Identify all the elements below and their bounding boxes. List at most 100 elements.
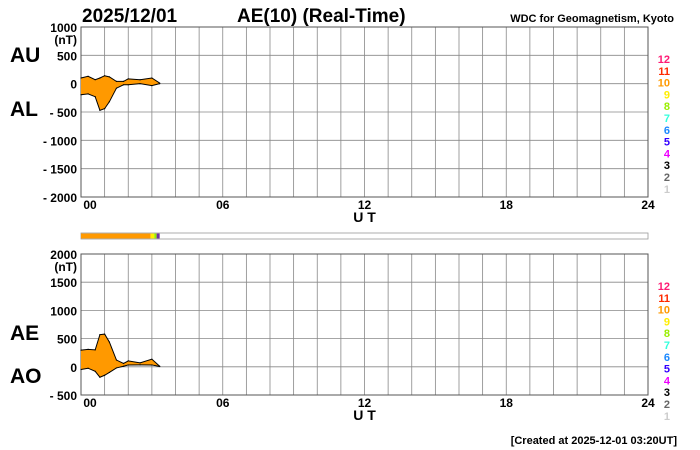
data-point-ao [94, 370, 96, 372]
data-point-au [108, 76, 110, 78]
plot-frame [80, 253, 649, 396]
legend-item-6: 6 [664, 352, 670, 364]
data-point-ae [108, 341, 110, 343]
data-point-al [87, 93, 89, 95]
legend-item-11: 11 [658, 293, 670, 305]
x-tick-label: 24 [641, 198, 655, 212]
y-tick-label: 500 [57, 333, 77, 347]
data-point-al [127, 84, 129, 86]
data-point-ao [127, 364, 129, 366]
series-line-al [80, 83, 160, 111]
x-axis-label: U T [353, 407, 376, 423]
legend-item-2: 2 [664, 399, 670, 411]
data-point-au [151, 77, 153, 79]
x-tick-label: 24 [641, 396, 655, 410]
x-tick-label: 06 [216, 396, 230, 410]
data-point-au [127, 78, 129, 80]
y-tick-label: 0 [70, 78, 77, 92]
data-point-ae [104, 333, 106, 335]
data-point-al [104, 108, 106, 110]
y-tick-label: - 1000 [43, 134, 77, 148]
legend-item-2: 2 [664, 172, 670, 184]
series-label-ae: AE [10, 322, 39, 345]
data-point-ae [151, 358, 153, 360]
data-point-al [115, 87, 118, 89]
data-point-ae [122, 362, 125, 365]
station-count-bar [80, 232, 649, 240]
series-line-au [80, 75, 160, 84]
data-point-au [104, 75, 106, 77]
data-point-al [122, 84, 125, 86]
y-tick-label: - 500 [50, 106, 78, 120]
chart-title: AE(10) (Real-Time) [237, 6, 406, 27]
legend-item-10: 10 [658, 78, 670, 90]
data-point-ae [139, 362, 141, 364]
area-fill [81, 75, 160, 111]
data-point-au [80, 77, 82, 79]
x-tick-label: 18 [500, 198, 514, 212]
area-fill [81, 334, 160, 378]
data-point-al [94, 96, 96, 98]
legend-item-12: 12 [658, 54, 670, 66]
data-point-ao [80, 368, 82, 371]
series-label-al: AL [10, 98, 38, 121]
data-point-au [94, 79, 96, 81]
data-point-ae [99, 334, 101, 336]
y-tick-label: - 2000 [43, 191, 77, 205]
data-point-ao [87, 367, 89, 369]
x-tick-label: 18 [500, 396, 514, 410]
data-point-al [108, 101, 110, 103]
data-point-ae [80, 349, 82, 351]
created-timestamp: [Created at 2025-12-01 03:20UT] [511, 435, 678, 447]
legend-item-7: 7 [664, 113, 670, 125]
legend-item-7: 7 [664, 340, 670, 352]
data-point-ae [127, 360, 129, 362]
data-point-ae [87, 348, 89, 350]
legend-item-5: 5 [664, 364, 670, 376]
legend-item-6: 6 [664, 125, 670, 137]
y-tick-label: 1500 [50, 276, 77, 290]
legend-item-10: 10 [658, 305, 670, 317]
station-bar-segment [156, 233, 160, 239]
data-point-al [151, 85, 153, 87]
data-point-ao [108, 371, 110, 374]
data-point-al [139, 83, 141, 85]
data-point-ao [115, 367, 118, 369]
x-tick-label: 12 [358, 198, 372, 212]
legend-item-3: 3 [664, 160, 670, 172]
plot-panel-1: 1000 500 0 - 500 - 1000 - 1500 - 2000 (nT) AU AL 0… [10, 21, 671, 225]
legend-item-1: 1 [664, 184, 670, 196]
data-point-au [122, 80, 125, 82]
legend-item-4: 4 [664, 375, 671, 387]
x-tick-label: 00 [83, 396, 97, 410]
data-point-ao [159, 365, 161, 368]
y-tick-label: - 1500 [43, 163, 77, 177]
legend-item-5: 5 [664, 137, 670, 149]
data-point-ao [139, 364, 141, 366]
data-source: WDC for Geomagnetism, Kyoto [510, 13, 674, 25]
data-point-ao [99, 376, 101, 378]
data-point-ao [104, 374, 106, 376]
series-label-au: AU [10, 44, 40, 67]
y-tick-label: 2000 [50, 248, 77, 262]
legend-item-9: 9 [664, 89, 670, 101]
x-axis-label: U T [353, 209, 376, 225]
legend-item-11: 11 [658, 66, 670, 78]
series-label-ao: AO [10, 365, 42, 388]
y-tick-label: 500 [57, 49, 77, 63]
x-tick-label: 12 [358, 396, 372, 410]
chart-date: 2025/12/01 [82, 6, 178, 27]
data-point-al [159, 83, 161, 85]
data-point-au [87, 75, 89, 77]
plot-frame [80, 26, 649, 198]
data-point-au [115, 80, 118, 82]
station-bar-segment [81, 233, 151, 239]
y-unit-label: (nT) [54, 33, 77, 47]
y-tick-label: 1000 [50, 21, 77, 35]
series-line-ae [80, 333, 161, 367]
legend-item-3: 3 [664, 387, 670, 399]
legend-item-4: 4 [664, 148, 671, 160]
x-tick-label: 00 [83, 198, 97, 212]
